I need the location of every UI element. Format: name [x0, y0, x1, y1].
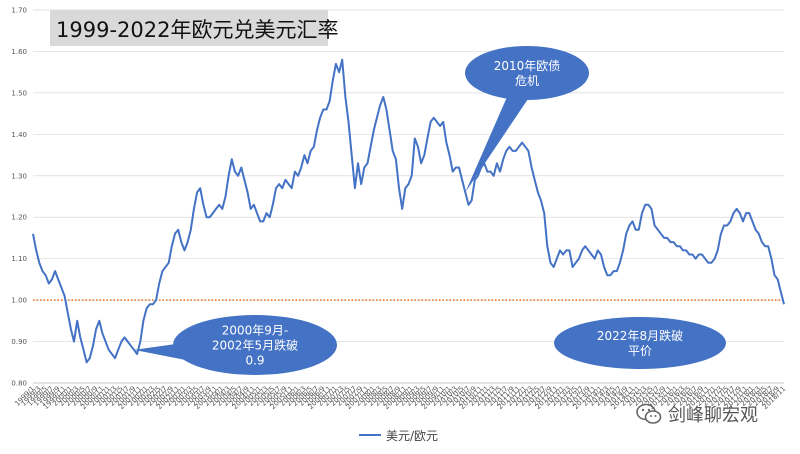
callout-text-line: 危机 — [515, 74, 539, 88]
legend-label: 美元/欧元 — [386, 428, 439, 443]
grid-lines — [33, 9, 784, 384]
y-tick-label: 1.40 — [11, 131, 27, 139]
y-tick-label: 1.20 — [11, 214, 27, 222]
y-tick-label: 1.00 — [11, 297, 27, 305]
chart-title: 1999-2022年欧元兑美元汇率 — [56, 18, 339, 42]
series-line-eurusd — [32, 58, 785, 364]
watermark: 剑峰聊宏观 — [636, 401, 786, 427]
legend: 美元/欧元 — [359, 427, 438, 443]
title-background — [50, 10, 328, 46]
y-tick-label: 1.30 — [11, 172, 27, 180]
y-tick-label: 1.50 — [11, 89, 27, 97]
callout-text-line: 2002年5月跌破 — [212, 338, 298, 353]
y-tick-label: 1.70 — [11, 7, 27, 15]
y-tick-label: 0.90 — [11, 338, 27, 346]
y-tick-label: 1.10 — [11, 255, 27, 263]
callout-bubble — [173, 315, 337, 375]
y-tick-label: 0.80 — [11, 380, 27, 388]
callout-text-line: 2000年9月- — [222, 324, 289, 338]
callout-bubble — [554, 317, 726, 369]
watermark-text: 剑峰聊宏观 — [668, 405, 758, 426]
legend-line-swatch — [359, 434, 381, 436]
callout-bubble — [465, 46, 589, 100]
wechat-icon — [636, 403, 662, 424]
callout-text-line: 平价 — [628, 344, 652, 358]
callout-pointer — [465, 96, 530, 193]
callout-text-line: 2010年欧债 — [494, 59, 561, 73]
x-axis: 1999/11999/31999/51999/71999/91999/11200… — [13, 382, 787, 411]
callout-text-line: 2022年8月跌破 — [597, 328, 683, 343]
y-tick-label: 1.60 — [11, 48, 27, 56]
callout-text-line: 0.9 — [245, 354, 264, 368]
y-axis: 0.80 0.90 1.00 1.10 1.20 1.30 1.40 1.50 1.60 1.70 — [11, 7, 27, 388]
